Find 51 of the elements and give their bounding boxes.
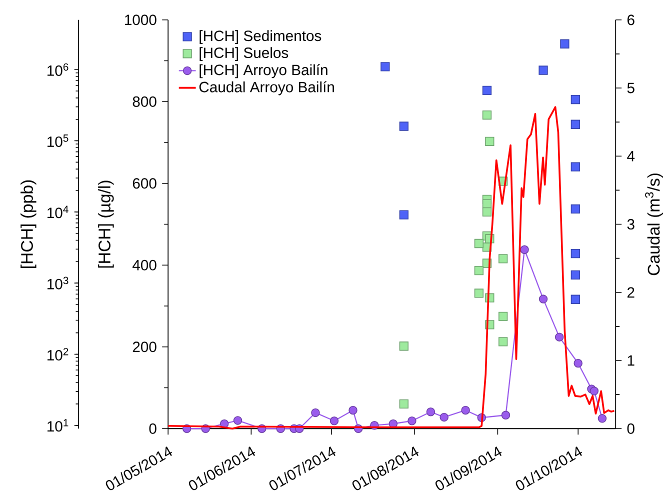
point bbox=[482, 199, 492, 208]
point bbox=[560, 39, 570, 48]
point bbox=[482, 86, 492, 95]
y3-tick-label: 10$^{6}$ bbox=[48, 63, 68, 76]
point bbox=[380, 62, 390, 72]
y3-tick-label: 10$^{4}$ bbox=[48, 206, 68, 218]
point bbox=[485, 136, 494, 146]
y2-tick-label: 3 bbox=[627, 218, 634, 230]
point bbox=[570, 94, 580, 104]
y3-tick-label: 10$^{3}$ bbox=[48, 276, 68, 290]
point bbox=[570, 204, 580, 214]
y3-tick-label: 10$^{5}$ bbox=[48, 134, 68, 147]
point bbox=[498, 254, 508, 264]
point bbox=[570, 248, 580, 258]
legend-label: [HCH] Suelos bbox=[200, 47, 288, 61]
y-tick-label: 400 bbox=[132, 260, 156, 270]
y-tick-label: 200 bbox=[132, 342, 156, 352]
point bbox=[570, 294, 580, 304]
y-tick-label: 600 bbox=[132, 178, 156, 189]
point bbox=[474, 238, 484, 248]
y2-axis-title: Caudal (m$^{3}$/s) bbox=[645, 173, 664, 276]
y2-tick-label: 2 bbox=[627, 287, 634, 298]
point bbox=[498, 337, 508, 346]
legend-label: [HCH] Arroyo Bailín bbox=[200, 64, 328, 78]
point bbox=[482, 207, 492, 216]
point bbox=[538, 66, 548, 75]
y3-axis-title: [HCH] (ppb) bbox=[20, 180, 36, 268]
y2-tick-label: 4 bbox=[627, 150, 635, 162]
y3-tick-label: 10$^{1}$ bbox=[48, 419, 68, 432]
y-axis-title: [HCH] (µg/l) bbox=[98, 180, 114, 268]
y3-tick-label: 10$^{2}$ bbox=[48, 348, 68, 360]
point bbox=[570, 162, 580, 172]
point bbox=[570, 270, 580, 280]
y2-tick-label: 5 bbox=[627, 82, 634, 94]
y2-tick-label: 6 bbox=[628, 14, 634, 26]
legend-label: Caudal Arroyo Bailín bbox=[199, 81, 334, 96]
point bbox=[399, 399, 408, 408]
y-tick-label: 1000 bbox=[125, 14, 156, 26]
legend-label: [HCH] Sedimentos bbox=[200, 30, 322, 44]
point bbox=[399, 210, 408, 220]
point bbox=[474, 288, 484, 298]
y-tick-label: 800 bbox=[132, 96, 156, 107]
point bbox=[399, 122, 408, 131]
point bbox=[570, 120, 580, 129]
y2-tick-label: 1 bbox=[628, 355, 634, 366]
point bbox=[399, 341, 408, 351]
point bbox=[474, 266, 484, 276]
y2-tick-label: 0 bbox=[627, 423, 634, 434]
point bbox=[498, 312, 508, 321]
y-tick-label: 0 bbox=[149, 423, 156, 434]
point bbox=[482, 110, 492, 120]
